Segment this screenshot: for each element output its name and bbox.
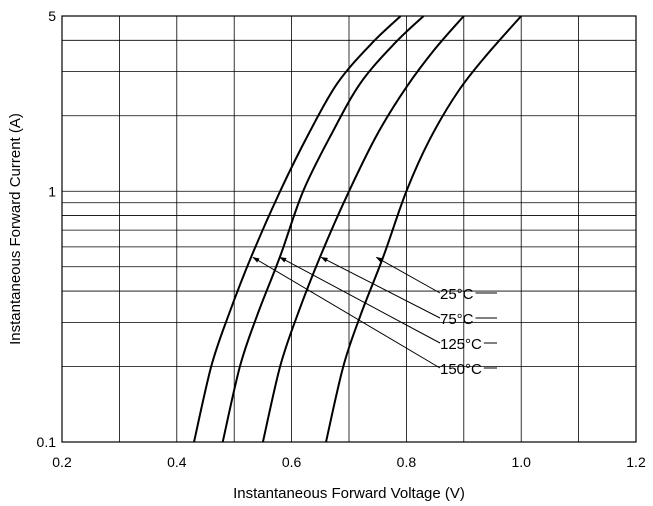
curve-annotations: 25°C 75°C 125°C 150°C (252, 256, 497, 378)
x-axis-label: Instantaneous Forward Voltage (V) (233, 485, 465, 502)
annotation-arrow (279, 256, 441, 344)
y-tick-label: 1 (48, 183, 56, 199)
annotation-arrow (252, 256, 441, 369)
x-tick-label: 0.6 (282, 454, 302, 470)
grid (62, 16, 636, 442)
annotation-arrow (320, 256, 441, 319)
curve-label: 25°C (440, 286, 474, 303)
x-tick-label: 1.0 (511, 454, 531, 470)
x-tick-label: 0.4 (167, 454, 187, 470)
plot-frame (61, 15, 637, 443)
curves (193, 15, 522, 443)
y-axis-ticks: 0.1 1 5 (37, 8, 57, 450)
curve-2 (261, 15, 465, 443)
x-tick-label: 1.2 (626, 454, 646, 470)
curve-4 (193, 15, 402, 443)
x-tick-label: 0.8 (397, 454, 417, 470)
curve-label: 125°C (440, 336, 482, 353)
annotation-arrow (375, 256, 441, 294)
curve-3 (221, 15, 425, 443)
curve-label: 150°C (440, 361, 482, 378)
curve-label: 75°C (440, 311, 474, 328)
x-tick-label: 0.2 (52, 454, 72, 470)
y-tick-label: 5 (48, 8, 56, 24)
y-axis-label: Instantaneous Forward Current (A) (7, 113, 24, 345)
curve-1 (325, 15, 522, 443)
y-tick-label: 0.1 (37, 434, 57, 450)
x-axis-ticks: 0.2 0.4 0.6 0.8 1.0 1.2 (52, 454, 646, 470)
